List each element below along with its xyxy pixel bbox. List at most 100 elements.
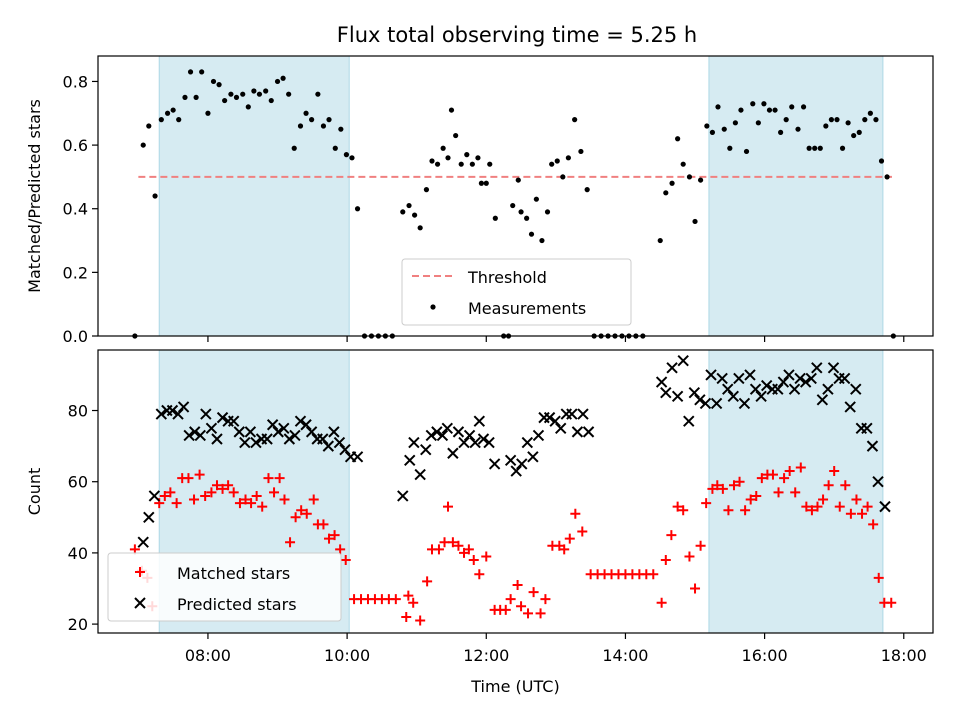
matched-stars-point [857, 508, 868, 519]
predicted-stars-point [777, 376, 790, 388]
matched-stars-point [801, 501, 812, 512]
matched-stars-point [274, 473, 285, 484]
measurement-point [170, 107, 176, 113]
measurement-point [303, 110, 309, 116]
matched-stars-point [756, 473, 767, 484]
measurement-point [309, 117, 315, 123]
predicted-stars-point [420, 443, 432, 456]
matched-stars-point [296, 505, 307, 516]
predicted-stars-point [555, 422, 567, 435]
predicted-stars-point [504, 454, 517, 467]
predicted-stars-point [322, 440, 335, 452]
predicted-stars-point [339, 443, 351, 456]
predicted-stars-point [799, 376, 812, 388]
measurement-point [320, 123, 327, 129]
measurement-point [704, 123, 710, 129]
measurement-point [326, 117, 332, 123]
predicted-stars-point [227, 415, 240, 427]
matched-stars-point [240, 494, 251, 505]
matched-stars-point [234, 498, 245, 509]
predicted-stars-point [216, 411, 229, 424]
matched-stars-point [159, 490, 170, 501]
measurement-point [834, 117, 840, 123]
predicted-stars-point [788, 383, 801, 395]
measurement-point [518, 209, 524, 215]
measurement-point [440, 145, 446, 151]
predicted-stars-point [733, 372, 745, 385]
matched-stars-point [453, 540, 464, 551]
matched-stars-point [734, 476, 745, 487]
predicted-stars-point [866, 440, 879, 452]
measurement-point [464, 152, 470, 158]
matched-stars-point [660, 555, 671, 566]
legend-threshold-label: Threshold [467, 268, 547, 287]
predicted-stars-point [838, 372, 851, 385]
measurement-point [483, 180, 489, 186]
predicted-stars-point [827, 362, 840, 374]
matched-stars-point [415, 615, 426, 626]
predicted-stars-point [266, 419, 279, 431]
predicted-stars-point [351, 451, 364, 463]
predicted-stars-point [137, 536, 149, 548]
y-axis-label: Matched/Predicted stars [25, 99, 44, 293]
matched-stars-point [500, 604, 511, 615]
predicted-stars-point [861, 422, 873, 435]
predicted-stars-point [441, 422, 454, 435]
matched-stars-point [528, 587, 539, 598]
predicted-stars-point [749, 383, 762, 395]
matched-stars-point [577, 526, 588, 537]
matched-stars-point [183, 473, 194, 484]
measurement-point [823, 123, 829, 129]
measurement-point [164, 110, 171, 116]
measurement-point [533, 196, 539, 202]
predicted-stars-point [822, 383, 834, 395]
measurement-point [297, 123, 304, 129]
measurement-point [510, 202, 516, 209]
measurement-point [492, 215, 498, 221]
matched-stars-point [818, 494, 829, 505]
matched-stars-point [223, 480, 234, 491]
predicted-stars-point [738, 397, 751, 410]
predicted-stars-point [250, 436, 262, 449]
x-tick-label: 10:00 [324, 646, 370, 665]
matched-stars-point [523, 608, 534, 619]
predicted-stars-point [414, 468, 426, 481]
matched-stars-point [269, 487, 280, 498]
predicted-stars-point [532, 429, 545, 442]
predicted-stars-point [272, 426, 284, 438]
measurement-point [487, 161, 493, 167]
matched-stars-point [447, 537, 458, 548]
predicted-stars-point [194, 429, 206, 442]
predicted-stars-point [408, 436, 420, 449]
predicted-stars-point [811, 362, 823, 374]
matched-stars-point [516, 601, 527, 612]
legend-bottom: Matched stars Predicted stars [107, 552, 342, 622]
matched-stars-point [422, 576, 433, 587]
legend-measurements-swatch [430, 304, 436, 310]
predicted-stars-point [549, 415, 561, 427]
legend-box [107, 552, 342, 622]
y-tick-label: 80 [68, 402, 88, 421]
predicted-stars-point [677, 354, 689, 367]
matched-stars-point [324, 533, 335, 544]
measurement-point [286, 91, 292, 97]
predicted-stars-point [289, 429, 301, 442]
predicted-stars-point [783, 369, 795, 381]
legend-predicted-label: Predicted stars [177, 595, 297, 614]
measurement-point [332, 145, 338, 151]
matched-stars-point [701, 498, 712, 509]
predicted-stars-point [211, 433, 223, 445]
measurement-point [354, 206, 361, 212]
matched-stars-point [773, 487, 784, 498]
measurement-point [343, 152, 350, 158]
predicted-stars-point [317, 433, 329, 445]
predicted-stars-point [469, 436, 481, 449]
matched-stars-point [228, 487, 239, 498]
matched-stars-point [308, 494, 319, 505]
matched-stars-point [851, 494, 862, 505]
x-tick-label: 14:00 [602, 646, 648, 665]
measurement-point [274, 78, 281, 85]
measurement-point [572, 117, 578, 123]
